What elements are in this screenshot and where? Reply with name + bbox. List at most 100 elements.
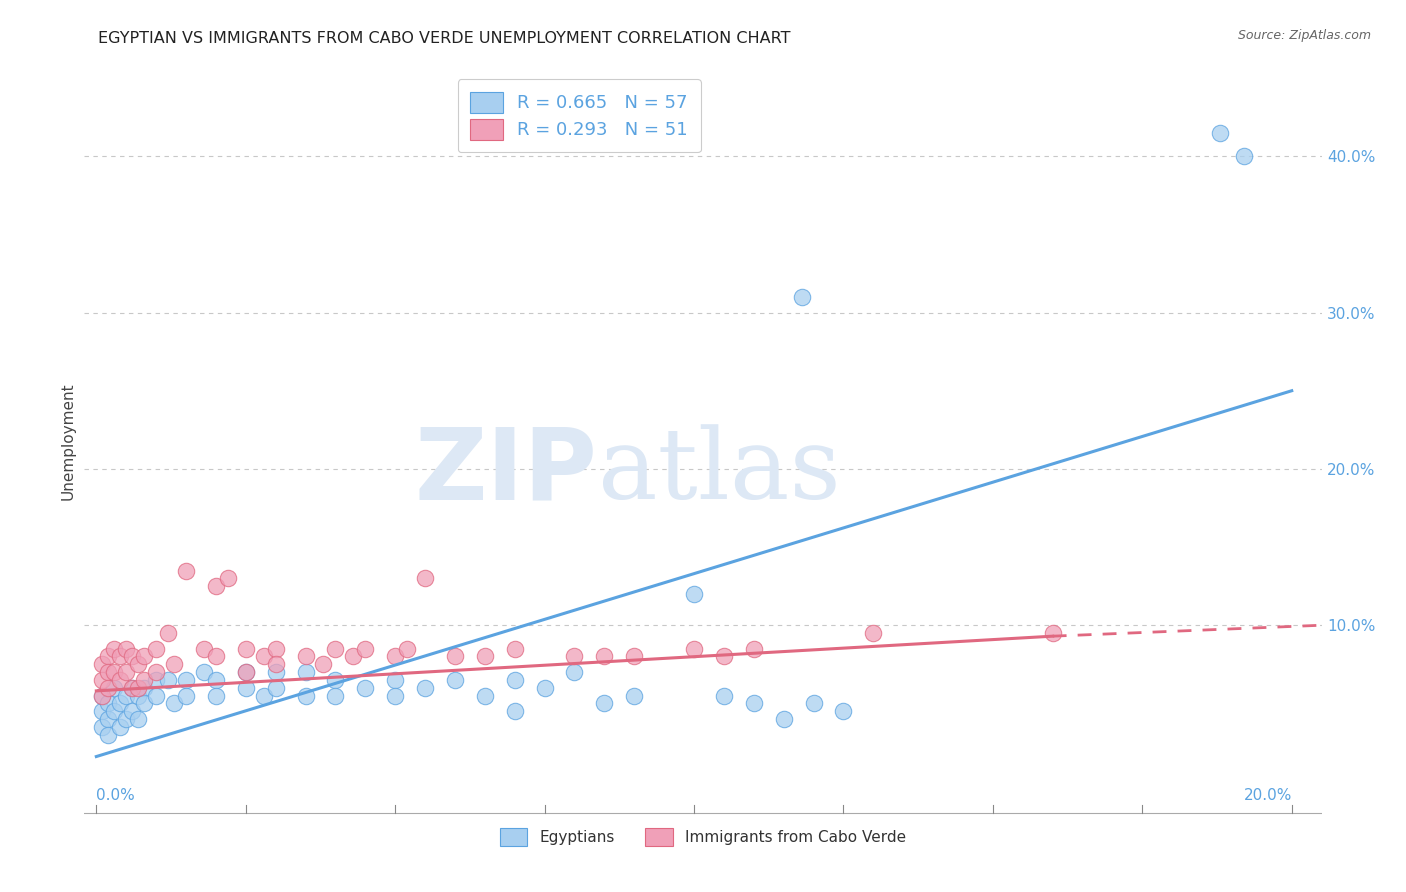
Point (205, 689, 228, 703)
Y-axis label: Unemployment: Unemployment (60, 383, 76, 500)
Text: ZIP: ZIP (415, 424, 598, 520)
Point (384, 689, 406, 703)
Point (157, 626, 180, 640)
Text: 0.0%: 0.0% (97, 789, 135, 804)
Point (103, 681, 125, 695)
Point (623, 649, 645, 664)
Point (235, 681, 257, 695)
Point (91, 704, 114, 718)
Point (97, 728, 120, 742)
Point (145, 641, 167, 656)
Point (110, 697, 132, 711)
Point (91, 689, 114, 703)
Point (1233, 149, 1256, 163)
Point (145, 673, 167, 687)
Point (127, 689, 149, 703)
Text: EGYPTIAN VS IMMIGRANTS FROM CABO VERDE UNEMPLOYMENT CORRELATION CHART: EGYPTIAN VS IMMIGRANTS FROM CABO VERDE U… (98, 31, 792, 46)
Point (163, 657, 186, 672)
Point (312, 657, 335, 672)
Point (623, 689, 645, 703)
Point (503, 704, 526, 718)
Point (121, 681, 143, 695)
Point (803, 697, 825, 711)
Point (91, 689, 114, 703)
Point (264, 681, 287, 695)
Point (134, 649, 156, 664)
Point (593, 697, 616, 711)
Point (413, 571, 436, 585)
Point (564, 649, 586, 664)
Point (91, 673, 114, 687)
Text: 20.0%: 20.0% (1243, 789, 1292, 804)
Point (193, 641, 215, 656)
Point (444, 649, 467, 664)
Point (97, 649, 120, 664)
Point (115, 689, 138, 703)
Point (121, 681, 143, 695)
Point (163, 697, 186, 711)
Point (342, 649, 364, 664)
Point (503, 641, 526, 656)
Point (174, 673, 197, 687)
Point (174, 564, 197, 578)
Point (683, 641, 706, 656)
Legend: Egyptians, Immigrants from Cabo Verde: Egyptians, Immigrants from Cabo Verde (491, 819, 915, 855)
Point (115, 665, 138, 680)
Point (235, 641, 257, 656)
Point (832, 704, 855, 718)
Point (110, 720, 132, 734)
Point (862, 626, 884, 640)
Point (115, 712, 138, 726)
Point (474, 649, 496, 664)
Point (205, 579, 228, 593)
Point (742, 697, 765, 711)
Point (97, 665, 120, 680)
Point (127, 681, 149, 695)
Point (593, 649, 616, 664)
Point (145, 689, 167, 703)
Point (325, 689, 347, 703)
Point (396, 641, 419, 656)
Point (354, 681, 377, 695)
Point (205, 673, 228, 687)
Point (91, 720, 114, 734)
Point (127, 657, 149, 672)
Point (354, 641, 377, 656)
Point (97, 697, 120, 711)
Point (134, 697, 156, 711)
Point (145, 665, 167, 680)
Point (772, 712, 794, 726)
Point (413, 681, 436, 695)
Point (790, 290, 813, 304)
Point (205, 649, 228, 664)
Point (253, 689, 276, 703)
Point (217, 571, 239, 585)
Point (253, 649, 276, 664)
Point (264, 665, 287, 680)
Point (444, 673, 467, 687)
Point (742, 641, 765, 656)
Point (174, 689, 197, 703)
Point (91, 657, 114, 672)
Point (110, 673, 132, 687)
Point (713, 649, 735, 664)
Text: Source: ZipAtlas.com: Source: ZipAtlas.com (1237, 29, 1371, 42)
Point (264, 641, 287, 656)
Point (564, 665, 586, 680)
Point (503, 673, 526, 687)
Point (384, 673, 406, 687)
Point (193, 665, 215, 680)
Point (157, 673, 180, 687)
Point (110, 649, 132, 664)
Point (127, 712, 149, 726)
Point (121, 704, 143, 718)
Point (533, 681, 555, 695)
Point (235, 665, 257, 680)
Point (294, 665, 316, 680)
Point (235, 665, 257, 680)
Point (294, 689, 316, 703)
Point (103, 665, 125, 680)
Point (115, 641, 138, 656)
Point (325, 641, 347, 656)
Point (134, 673, 156, 687)
